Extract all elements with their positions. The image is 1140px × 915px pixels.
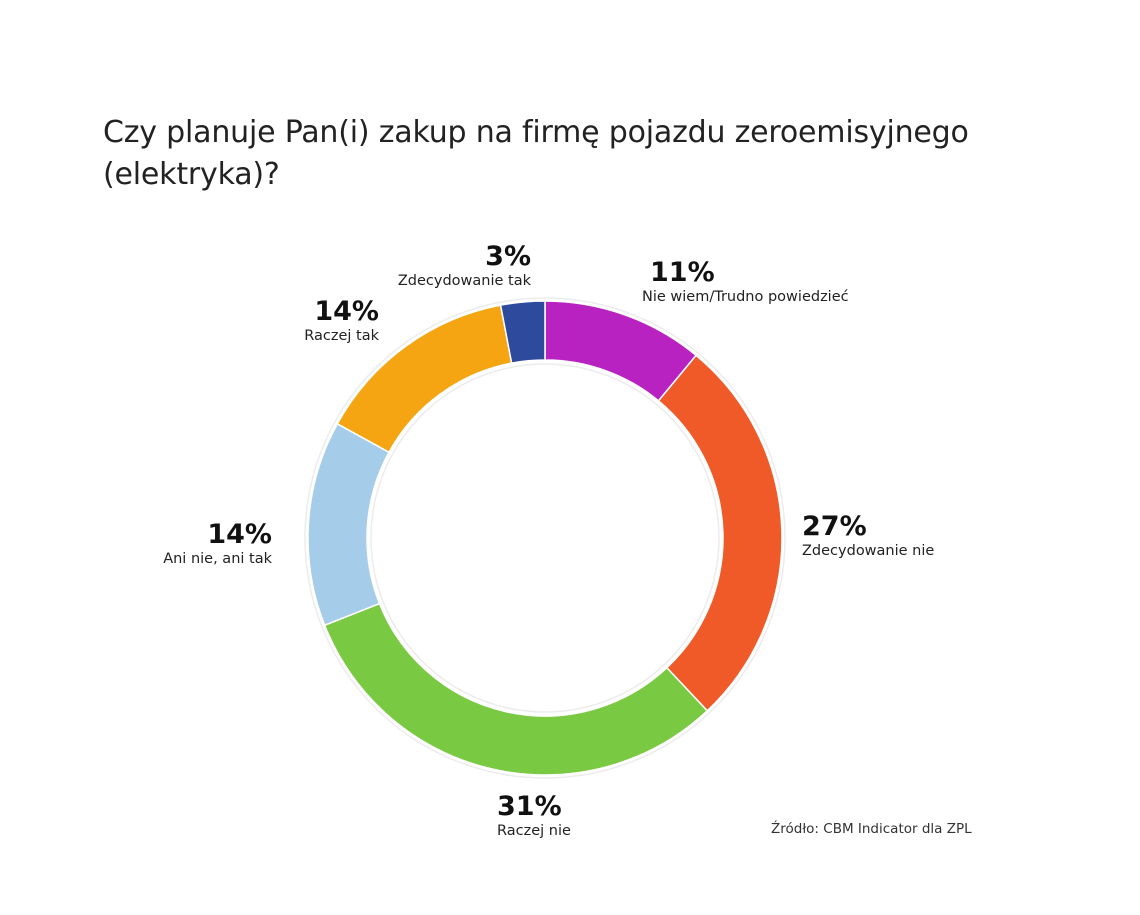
label-raczej-nie: 31% Raczej nie	[497, 792, 571, 840]
label-category: Raczej nie	[497, 823, 571, 839]
label-category: Nie wiem/Trudno powiedzieć	[642, 289, 849, 305]
label-category: Zdecydowanie nie	[802, 543, 935, 559]
label-zdecydowanie-nie: 27% Zdecydowanie nie	[802, 512, 934, 560]
label-nie-wiem: 11% Nie wiem/Trudno powiedzieć	[642, 257, 849, 306]
outer-ring-outline	[304, 297, 786, 779]
label-category: Ani nie, ani tak	[163, 551, 272, 567]
chart-title: Czy planuje Pan(i) zakup na firmę pojazd…	[103, 115, 969, 192]
label-pct: 27%	[802, 511, 867, 542]
label-pct: 14%	[314, 296, 379, 327]
segment-raczej-nie[interactable]	[323, 602, 709, 776]
segment-zdecydowanie-tak[interactable]	[499, 300, 546, 365]
label-pct: 14%	[207, 519, 272, 550]
source-note: Źródło: CBM Indicator dla ZPL	[771, 821, 972, 837]
inner-ring-outline	[370, 363, 720, 713]
label-zdecydowanie-tak: 3% Zdecydowanie tak	[398, 242, 531, 290]
label-pct: 11%	[650, 257, 715, 288]
label-pct: 3%	[485, 241, 531, 272]
label-raczej-tak: 14% Raczej tak	[304, 297, 379, 345]
label-category: Zdecydowanie tak	[397, 273, 531, 289]
label-category: Raczej tak	[304, 328, 379, 344]
donut-segments	[307, 300, 783, 776]
label-ani-nie-ani-tak: 14% Ani nie, ani tak	[163, 520, 272, 568]
label-pct: 31%	[497, 791, 562, 822]
segment-zdecydowanie-nie[interactable]	[657, 354, 783, 712]
